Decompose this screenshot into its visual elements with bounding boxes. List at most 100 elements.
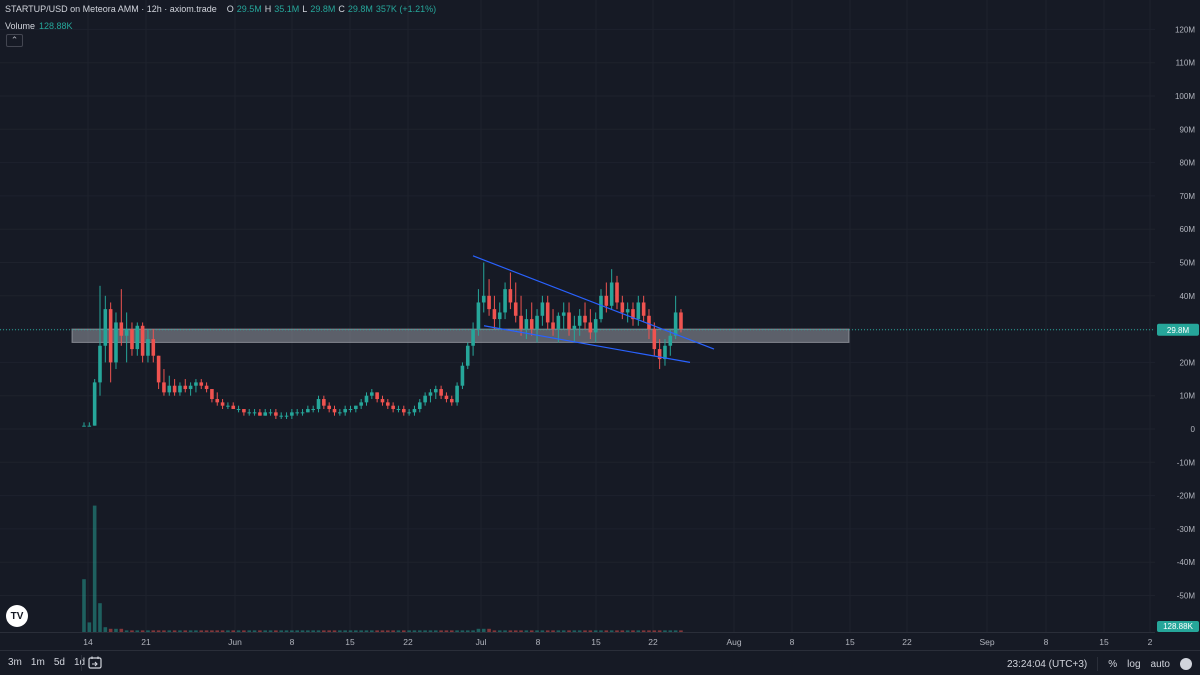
candle-body [663,345,667,360]
go-to-date-icon[interactable] [88,656,102,669]
chart-settings-icon[interactable] [1180,658,1192,670]
volume-bar [247,630,252,632]
candle-body [156,355,161,383]
volume-bar [636,630,641,632]
time-tick-label: 15 [845,637,855,647]
candle-body [577,315,582,326]
candle-body [258,412,262,416]
candle-body [583,315,587,323]
volume-bar [300,630,305,632]
price-tick-label: 110M [1176,59,1196,68]
timeframe-buttons: 3m 1m 5d 1d [8,657,85,668]
price-tick-label: 60M [1179,225,1195,234]
current-price-label: 29.8M [1167,326,1190,335]
volume-bar [439,630,443,632]
volume-bar [508,630,513,632]
time-scale[interactable]: 14 21 Jun 8 15 22 Jul 8 15 22 Aug 8 15 22 Sep 8 15 2 [0,633,1155,651]
candle-body [135,325,140,350]
candle-body [641,302,646,316]
candle-body [423,395,427,403]
chart-pane[interactable]: STARTUP/USD on Meteora AMM · 12h · axiom… [0,0,1155,632]
percent-toggle[interactable]: % [1108,658,1118,670]
volume-bar [583,630,587,632]
volume-bar [657,630,662,632]
price-axis[interactable]: 120M110M100M90M80M70M60M50M40M30M20M10M0… [1155,0,1200,632]
range-1m-button[interactable]: 1m [30,657,45,668]
volume-bar [449,630,454,632]
candle-body [567,312,571,330]
volume-bar [194,630,198,632]
range-5d-button[interactable]: 5d [53,657,65,668]
price-tick-label: -50M [1177,592,1196,601]
volume-bar [492,630,497,632]
candle-body [572,325,577,330]
candle-body [236,409,241,411]
chevron-up-icon: ⌃ [10,35,19,45]
volume-bar [620,630,625,632]
candle-body [487,295,491,310]
candle-body [540,302,545,316]
range-3m-button[interactable]: 3m [8,657,22,668]
collapse-legend-button[interactable]: ⌃ [6,34,23,47]
volume-bar [647,630,651,632]
auto-toggle[interactable]: auto [1150,658,1170,670]
log-toggle[interactable]: log [1127,658,1141,670]
candlestick-chart[interactable] [0,0,1155,632]
candle-body [178,385,182,393]
time-tick-label: 8 [290,637,295,647]
time-tick-label: 8 [1044,637,1049,647]
candle-body [561,312,566,316]
volume-bar [279,630,284,632]
candle-body [588,322,593,333]
range-1d-button[interactable]: 1d [73,657,86,668]
candle-body [162,382,166,393]
volume-bar [402,630,406,632]
candle-body [188,385,193,390]
candle-body [599,295,603,320]
time-tick-label: 8 [790,637,795,647]
volume-bar [119,628,124,632]
volume-bar [178,630,182,632]
tradingview-logo-icon[interactable]: TV [6,605,28,627]
trendline-upper [472,255,715,350]
candle-body [210,389,214,400]
candle-body [92,382,97,426]
candle-body [433,389,438,393]
time-tick-label: 2 [1148,637,1153,647]
candle-body [492,309,497,320]
candle-body [338,412,342,414]
candle-body [306,409,310,413]
volume-bar [199,630,204,632]
time-axis[interactable]: 14 21 Jun 8 15 22 Jul 8 15 22 Aug 8 15 22 Sep 8 15 2 [0,632,1155,650]
price-tick-label: 80M [1179,159,1195,168]
candle-body [673,312,678,336]
volume-bar [140,630,145,632]
candle-body [609,282,614,306]
volume-bar [535,630,539,632]
volume-bar [268,630,273,632]
price-tick-label: 70M [1179,192,1195,201]
candle-body [668,335,673,346]
candle-body [119,322,124,336]
right-tools: 23:24:04 (UTC+3) % log auto [1007,657,1192,671]
candle-body [252,412,257,414]
volume-legend[interactable]: Volume 128.88K [5,21,73,31]
volume-bar [593,630,598,632]
time-tick-label: 15 [345,637,355,647]
volume-bar [364,630,369,632]
candle-body [460,365,465,386]
time-tick-label: Jul [476,637,487,647]
clock-timezone[interactable]: 23:24:04 (UTC+3) [1006,658,1088,670]
volume-bar [311,630,315,632]
symbol-title[interactable]: STARTUP/USD on Meteora AMM · 12h · axiom… [5,4,217,14]
low-label: L [302,4,308,14]
candle-body [311,409,315,411]
candle-body [82,425,86,427]
candle-body [364,395,369,403]
price-scale[interactable]: 120M110M100M90M80M70M60M50M40M30M20M10M0… [1155,0,1200,632]
candle-body [146,339,150,356]
candle-body [284,415,289,417]
volume-bar [108,628,113,632]
volume-bar [417,630,422,632]
volume-bar [204,630,209,632]
